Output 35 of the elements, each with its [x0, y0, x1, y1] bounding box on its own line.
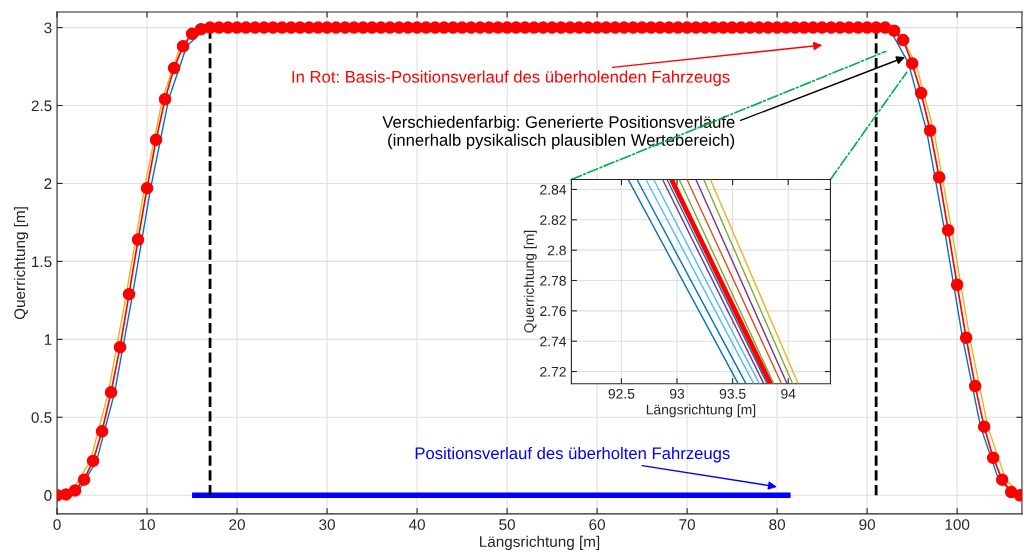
- y-tick-label: 2.5: [31, 100, 52, 112]
- y-tick-label: 2.84: [540, 184, 567, 195]
- y-tick-label: 2.74: [540, 336, 567, 347]
- y-axis-title: Querrichtung [m]: [13, 207, 29, 320]
- x-tick-label: 40: [408, 519, 425, 530]
- annotation: In Rot: Basis-Positionsverlauf des überholenden Fahrzeugs: [292, 70, 730, 87]
- x-tick-label: 0: [53, 519, 61, 530]
- y-tick-label: 3: [44, 22, 52, 34]
- x-tick-label: 10: [139, 519, 155, 530]
- y-tick-label: 1.5: [32, 256, 52, 268]
- x-tick-label: 94: [781, 388, 796, 399]
- y-tick-label: 0.5: [31, 412, 52, 423]
- x-tick-label: 90: [859, 519, 876, 530]
- y-tick-label: 2.82: [540, 215, 566, 225]
- y-tick-label: 2.72: [540, 366, 566, 377]
- x-tick-label: 92.5: [608, 388, 635, 399]
- x-tick-label: 80: [769, 519, 786, 530]
- x-tick-label: 70: [679, 519, 696, 530]
- x-tick-label: 100: [945, 519, 970, 530]
- x-tick-label: 20: [229, 519, 245, 530]
- x-tick-label: 50: [499, 519, 515, 530]
- y-axis-title: Querrichtung [m]: [523, 230, 537, 333]
- x-tick-label: 93: [669, 388, 685, 399]
- x-axis-title: Längsrichtung [m]: [480, 535, 600, 551]
- x-axis-title: Längsrichtung [m]: [646, 404, 756, 418]
- y-tick-label: 2.8: [547, 245, 566, 256]
- y-tick-label: 2.78: [540, 275, 566, 286]
- x-tick-label: 93.5: [719, 388, 746, 399]
- x-tick-label: 60: [589, 519, 605, 530]
- y-tick-label: 0: [44, 490, 52, 501]
- y-tick-label: 2.76: [540, 306, 566, 317]
- y-tick-label: 2: [44, 178, 52, 189]
- y-tick-label: 1: [44, 334, 52, 345]
- annotation: Positionsverlauf des überholten Fahrzeugs: [415, 446, 730, 463]
- x-tick-label: 30: [319, 519, 335, 530]
